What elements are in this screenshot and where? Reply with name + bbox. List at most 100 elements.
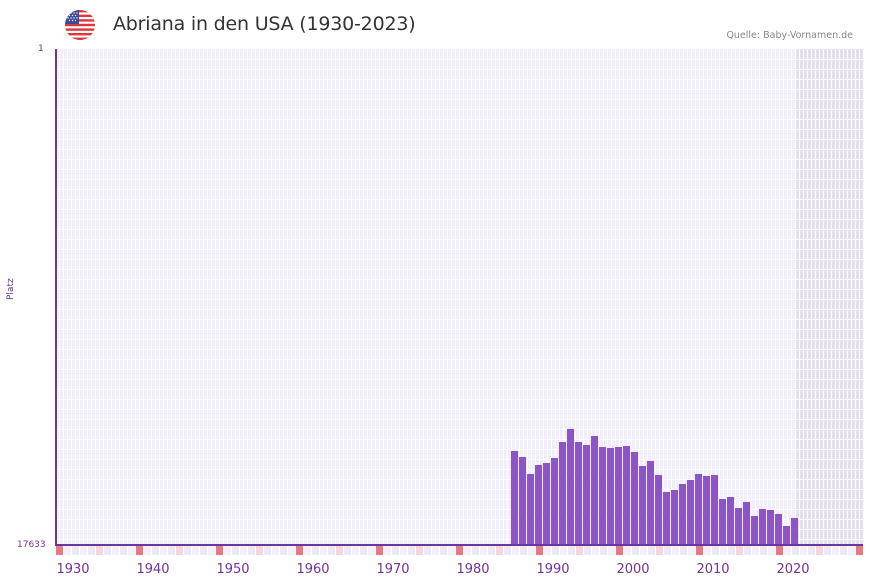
marker-cell: [240, 546, 247, 555]
marker-cell: [304, 546, 311, 555]
grid-line-vertical: [643, 49, 644, 545]
grid-line-vertical: [567, 49, 568, 545]
grid-line-vertical: [651, 49, 652, 545]
marker-cell: [200, 546, 207, 555]
grid-line-vertical: [227, 49, 228, 545]
bar-2013[interactable]: [718, 499, 726, 545]
bar-2001[interactable]: [622, 446, 630, 545]
bar-1988[interactable]: [518, 457, 526, 545]
half-decade-marker: [96, 546, 103, 555]
grid-line-vertical: [803, 49, 804, 545]
grid-line-vertical: [751, 49, 752, 545]
marker-cell: [624, 546, 631, 555]
bar-2004[interactable]: [646, 461, 654, 545]
grid-line-vertical: [503, 49, 504, 545]
grid-line-vertical: [411, 49, 412, 545]
grid-line-vertical: [783, 49, 784, 545]
bar-1995[interactable]: [574, 442, 582, 545]
bar-1998[interactable]: [598, 447, 606, 545]
bar-2009[interactable]: [686, 480, 694, 545]
bar-1987[interactable]: [510, 451, 518, 545]
grid-line-vertical: [343, 49, 344, 545]
bar-1999[interactable]: [606, 448, 614, 545]
bar-1992[interactable]: [550, 458, 558, 545]
grid-line-vertical: [843, 49, 844, 545]
chart-title: Abriana in den USA (1930-2023): [113, 13, 416, 35]
grid-line-vertical: [835, 49, 836, 545]
grid-line-vertical: [767, 49, 768, 545]
grid-line-horizontal: [56, 149, 863, 150]
grid-line-vertical: [351, 49, 352, 545]
bar-2011[interactable]: [702, 476, 710, 545]
bar-1993[interactable]: [558, 442, 566, 545]
grid-line-vertical: [459, 49, 460, 545]
bar-2018[interactable]: [758, 509, 766, 545]
bar-2019[interactable]: [766, 510, 774, 545]
bar-1996[interactable]: [582, 445, 590, 545]
bar-2002[interactable]: [630, 452, 638, 545]
decade-marker: [856, 546, 863, 555]
grid-line-vertical: [275, 49, 276, 545]
marker-cell: [544, 546, 551, 555]
bar-1989[interactable]: [526, 474, 534, 545]
grid-line-vertical: [603, 49, 604, 545]
marker-cell: [752, 546, 759, 555]
decade-marker: [776, 546, 783, 555]
bar-1990[interactable]: [534, 465, 542, 545]
bar-2016[interactable]: [742, 502, 750, 545]
bar-2008[interactable]: [678, 484, 686, 545]
x-tick-2020: 2020: [776, 562, 810, 577]
bar-2021[interactable]: [782, 526, 790, 545]
grid-line-vertical: [575, 49, 576, 545]
bar-2010[interactable]: [694, 474, 702, 545]
bar-2006[interactable]: [662, 492, 670, 545]
grid-line-vertical: [515, 49, 516, 545]
grid-line-horizontal: [56, 429, 863, 430]
bar-2005[interactable]: [654, 475, 662, 545]
marker-cell: [344, 546, 351, 555]
marker-cell: [448, 546, 455, 555]
grid-line-vertical: [435, 49, 436, 545]
bar-2014[interactable]: [726, 497, 734, 545]
bar-1991[interactable]: [542, 463, 550, 545]
marker-cell: [152, 546, 159, 555]
grid-line-horizontal: [56, 249, 863, 250]
grid-line-vertical: [175, 49, 176, 545]
grid-line-vertical: [127, 49, 128, 545]
grid-line-vertical: [383, 49, 384, 545]
grid-line-vertical: [463, 49, 464, 545]
grid-line-vertical: [187, 49, 188, 545]
grid-line-horizontal: [56, 89, 863, 90]
marker-cell: [352, 546, 359, 555]
bar-1997[interactable]: [590, 436, 598, 545]
marker-cell: [248, 546, 255, 555]
bar-2015[interactable]: [734, 508, 742, 545]
marker-cell: [840, 546, 847, 555]
bar-2003[interactable]: [638, 466, 646, 545]
grid-line-vertical: [111, 49, 112, 545]
bar-2007[interactable]: [670, 490, 678, 545]
bar-2017[interactable]: [750, 516, 758, 545]
grid-line-horizontal: [56, 269, 863, 270]
grid-line-vertical: [103, 49, 104, 545]
grid-line-vertical: [159, 49, 160, 545]
grid-line-vertical: [247, 49, 248, 545]
bar-2020[interactable]: [774, 514, 782, 545]
bar-1994[interactable]: [566, 429, 574, 545]
grid-line-vertical: [443, 49, 444, 545]
grid-line-vertical: [207, 49, 208, 545]
grid-line-vertical: [815, 49, 816, 545]
bar-2012[interactable]: [710, 475, 718, 545]
grid-line-vertical: [143, 49, 144, 545]
grid-line-vertical: [163, 49, 164, 545]
y-tick-top: 1: [38, 44, 44, 54]
grid-line-horizontal: [56, 219, 863, 220]
grid-line-vertical: [323, 49, 324, 545]
grid-line-vertical: [495, 49, 496, 545]
bar-2022[interactable]: [790, 518, 798, 545]
grid-line-horizontal: [56, 79, 863, 80]
grid-line-vertical: [123, 49, 124, 545]
bar-2000[interactable]: [614, 447, 622, 545]
marker-cell: [144, 546, 151, 555]
grid-line-vertical: [487, 49, 488, 545]
